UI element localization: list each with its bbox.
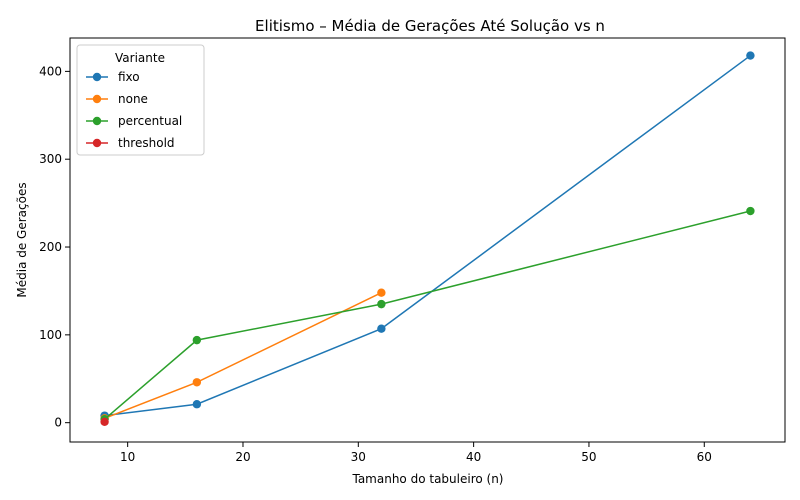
x-tick-label: 20 — [235, 450, 250, 464]
y-tick-label: 400 — [39, 64, 62, 78]
y-tick-label: 300 — [39, 152, 62, 166]
data-point-fixo — [377, 324, 386, 333]
data-point-none — [377, 288, 386, 297]
y-tick-label: 100 — [39, 328, 62, 342]
legend-marker-threshold — [92, 138, 102, 148]
x-tick-label: 10 — [120, 450, 135, 464]
series-line-percentual — [104, 210, 751, 420]
series-percentual — [100, 206, 755, 424]
series-threshold — [100, 417, 109, 426]
legend-item-none: none — [86, 92, 148, 106]
chart-title: Elitismo – Média de Gerações Até Solução… — [255, 17, 605, 35]
legend-marker-fixo — [92, 72, 102, 82]
data-point-threshold — [100, 417, 109, 426]
y-axis: 0 100 200 300 400 — [39, 64, 70, 430]
legend-items: fixo none percentual threshold — [86, 70, 182, 150]
y-axis-label: Média de Gerações — [15, 182, 29, 297]
legend-marker-percentual — [92, 116, 102, 126]
legend-label-fixo: fixo — [118, 70, 140, 84]
y-tick-label: 200 — [39, 240, 62, 254]
data-point-percentual — [192, 335, 202, 345]
legend-label-percentual: percentual — [118, 114, 182, 128]
legend-title: Variante — [115, 51, 165, 65]
y-tick-label: 0 — [54, 416, 62, 430]
legend-label-none: none — [118, 92, 148, 106]
legend-label-threshold: threshold — [118, 136, 175, 150]
legend: Variante fixo none percentual threshold — [76, 44, 205, 156]
x-tick-label: 60 — [697, 450, 712, 464]
x-axis: 10 20 30 40 50 60 — [120, 442, 712, 464]
x-tick-label: 50 — [581, 450, 596, 464]
legend-item-threshold: threshold — [86, 136, 175, 150]
legend-item-percentual: percentual — [86, 114, 182, 128]
x-axis-label: Tamanho do tabuleiro (n) — [351, 472, 503, 486]
data-point-percentual — [377, 299, 386, 309]
data-point-none — [192, 378, 202, 387]
data-point-percentual — [746, 206, 755, 216]
data-point-fixo — [192, 400, 202, 409]
plot-frame — [69, 37, 786, 443]
legend-marker-none — [92, 94, 102, 104]
x-tick-label: 40 — [466, 450, 481, 464]
x-tick-label: 30 — [351, 450, 366, 464]
series-line-fixo — [104, 54, 751, 417]
legend-box — [76, 44, 205, 156]
series-layer — [100, 51, 755, 426]
legend-item-fixo: fixo — [86, 70, 140, 84]
data-point-fixo — [746, 51, 755, 60]
series-none — [100, 288, 386, 423]
